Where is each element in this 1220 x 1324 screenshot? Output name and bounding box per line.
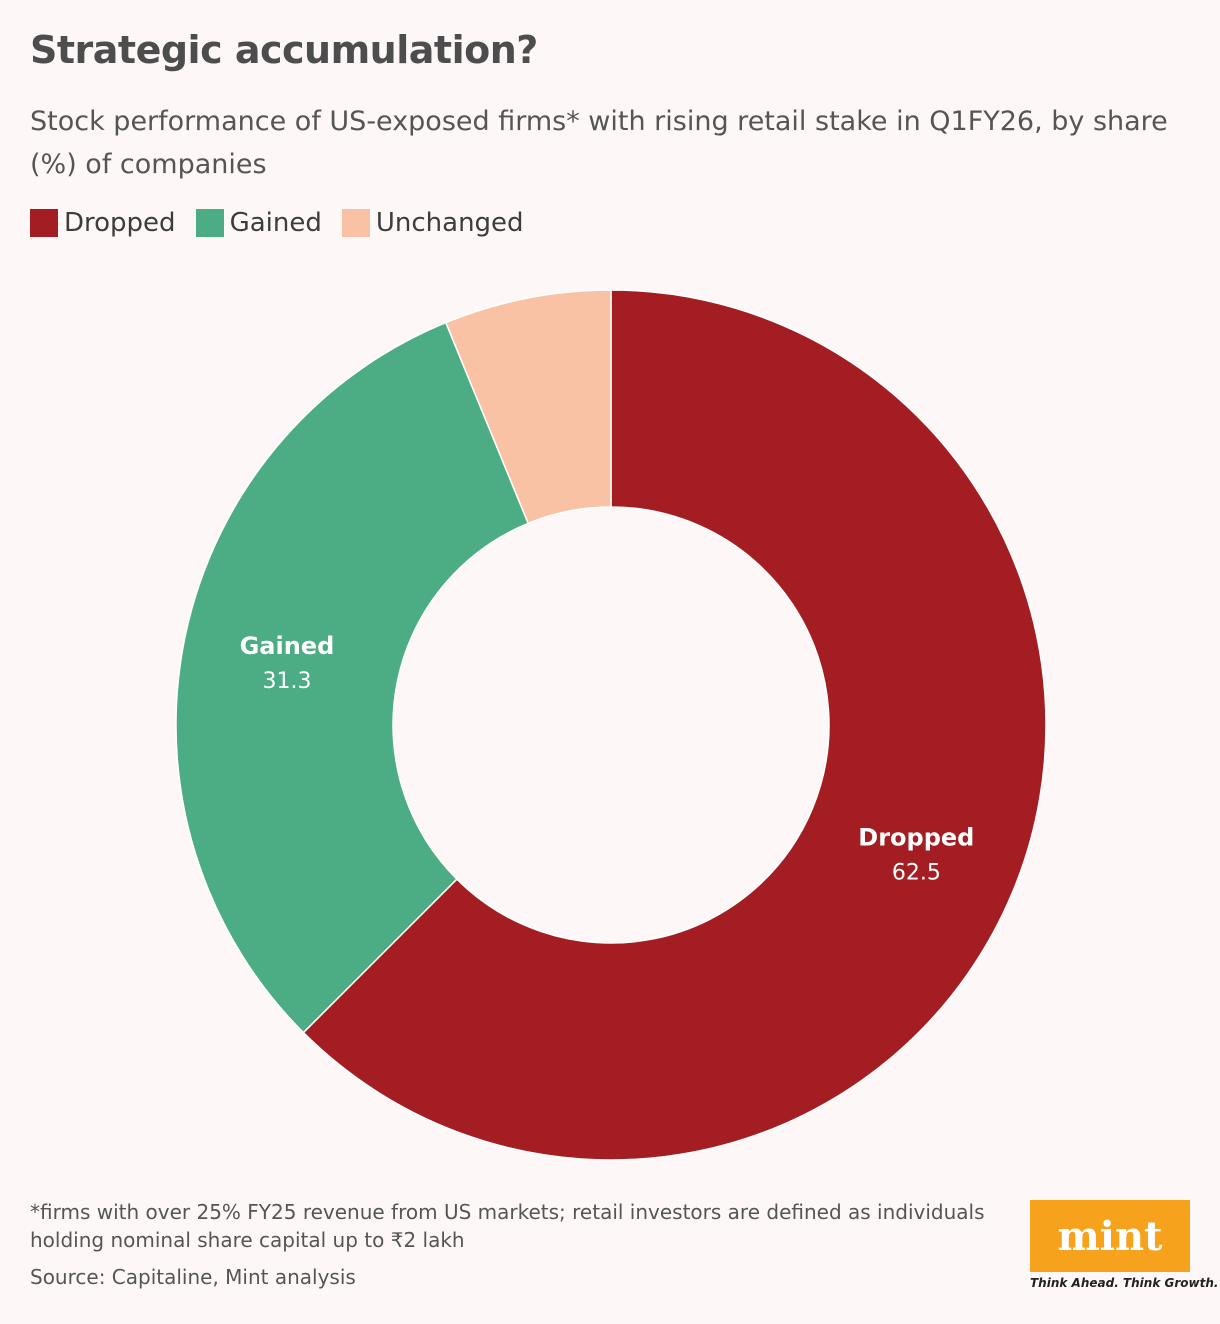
legend-item-dropped: Dropped: [30, 208, 176, 238]
slice-label-dropped: Dropped: [858, 823, 974, 851]
slice-label-gained: Gained: [240, 632, 335, 660]
slice-value-gained: 31.3: [262, 669, 311, 694]
legend-label-gained: Gained: [229, 208, 322, 238]
legend-swatch-dropped: [30, 209, 58, 237]
legend-swatch-gained: [195, 209, 224, 237]
mint-logo: mint: [1030, 1200, 1190, 1272]
legend-item-gained: Gained: [195, 208, 322, 238]
slice-dropped: [302, 289, 1047, 1161]
legend-label-dropped: Dropped: [64, 208, 176, 238]
footnote: *firms with over 25% FY25 revenue from U…: [30, 1200, 985, 1252]
chart-subtitle: Stock performance of US-exposed firms* w…: [30, 106, 1168, 180]
chart-title: Strategic accumulation?: [30, 28, 538, 72]
legend-label-unchanged: Unchanged: [375, 208, 524, 238]
legend-item-unchanged: Unchanged: [341, 208, 524, 238]
brand-tagline: Think Ahead. Think Growth.: [1030, 1276, 1219, 1290]
legend-swatch-unchanged: [341, 209, 370, 237]
source-note: Source: Capitaline, Mint analysis: [30, 1265, 356, 1289]
legend: Dropped Gained Unchanged: [30, 208, 544, 238]
slice-value-dropped: 62.5: [892, 860, 941, 885]
slice-gained: [175, 321, 530, 1034]
slice-unchanged: [444, 289, 612, 525]
